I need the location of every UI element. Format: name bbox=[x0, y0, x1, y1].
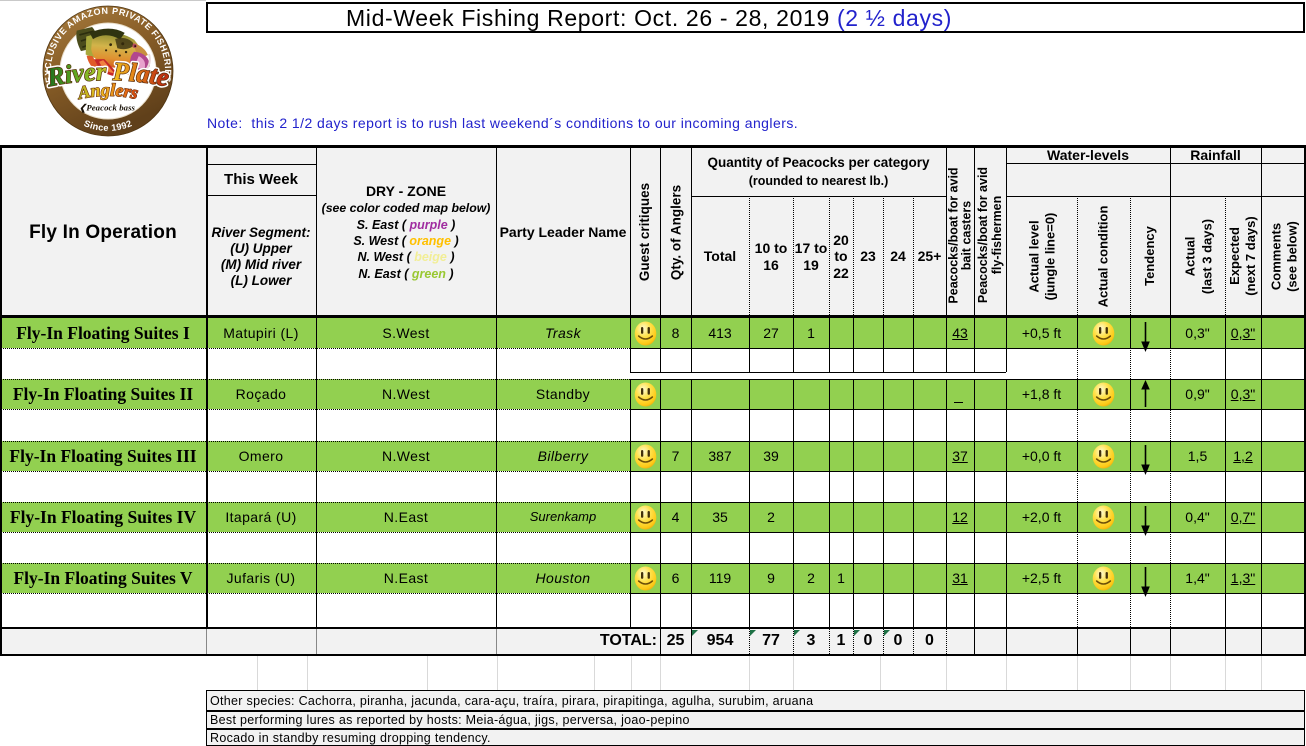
svg-text:❮Peacock bass: ❮Peacock bass bbox=[79, 103, 136, 114]
svg-text:Anglers: Anglers bbox=[75, 80, 140, 103]
svg-text:Since 1992: Since 1992 bbox=[83, 118, 134, 133]
